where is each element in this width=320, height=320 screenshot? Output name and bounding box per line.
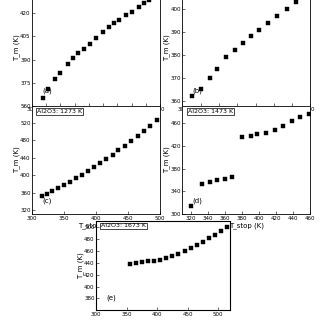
X-axis label: T_stop (K): T_stop (K) xyxy=(78,113,114,120)
X-axis label: T_stop (K): T_stop (K) xyxy=(229,113,264,120)
X-axis label: T_stop (K): T_stop (K) xyxy=(78,222,114,229)
Text: Al2O3: 1273 K: Al2O3: 1273 K xyxy=(37,109,82,114)
Text: (b): (b) xyxy=(193,88,203,94)
Text: (c): (c) xyxy=(42,197,52,204)
Text: (d): (d) xyxy=(193,197,203,204)
Y-axis label: T_m (K): T_m (K) xyxy=(13,35,20,61)
Text: Al2O3: 1673 K: Al2O3: 1673 K xyxy=(101,223,146,228)
Y-axis label: T_m (K): T_m (K) xyxy=(13,147,20,173)
Y-axis label: T_m (K): T_m (K) xyxy=(164,147,171,173)
Text: Al2O3: 1473 K: Al2O3: 1473 K xyxy=(188,109,233,114)
Y-axis label: T_m (K): T_m (K) xyxy=(164,35,171,61)
Y-axis label: T_m (K): T_m (K) xyxy=(77,252,84,279)
X-axis label: T_stop (K): T_stop (K) xyxy=(229,222,264,229)
Text: (e): (e) xyxy=(107,295,116,301)
Text: (a): (a) xyxy=(42,88,52,94)
